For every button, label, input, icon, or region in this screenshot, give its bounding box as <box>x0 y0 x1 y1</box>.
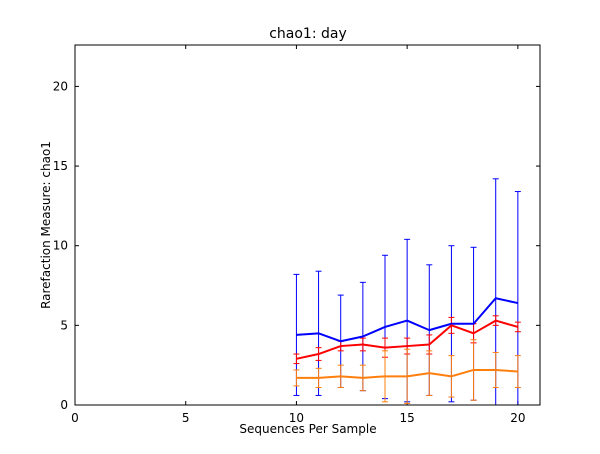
y-axis-label: Rarefaction Measure: chao1 <box>39 141 53 309</box>
x-tick-label: 15 <box>400 411 415 425</box>
y-tick-label: 15 <box>53 159 68 173</box>
y-tick-label: 10 <box>53 239 68 253</box>
y-tick-label: 0 <box>60 398 68 412</box>
x-tick-label: 20 <box>510 411 525 425</box>
y-tick-label: 20 <box>53 79 68 93</box>
x-tick-label: 0 <box>71 411 79 425</box>
plot-area: 0 5 10 15 20 0 5 10 15 20 <box>53 45 540 425</box>
x-tick-label: 10 <box>289 411 304 425</box>
axes-frame <box>75 45 540 405</box>
y-tick-label: 5 <box>60 318 68 332</box>
x-axis-label: Sequences Per Sample <box>239 422 376 436</box>
chart-title: chao1: day <box>269 26 347 42</box>
x-tick-label: 5 <box>182 411 190 425</box>
